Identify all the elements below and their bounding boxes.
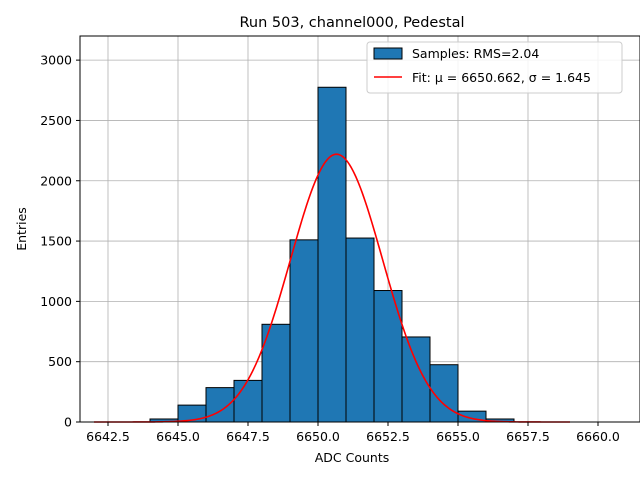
x-tick-label: 6647.5 bbox=[226, 429, 270, 444]
histogram-bar bbox=[233, 379, 263, 423]
plot-area-frame bbox=[79, 35, 640, 423]
histogram-bar bbox=[205, 387, 235, 423]
legend-fit-label: Fit: μ = 6650.662, σ = 1.645 bbox=[412, 70, 591, 85]
histogram-bar bbox=[429, 364, 459, 423]
legend: Samples: RMS=2.04 Fit: μ = 6650.662, σ =… bbox=[366, 41, 623, 94]
histogram-bar bbox=[317, 86, 347, 423]
x-tick-label: 6660.0 bbox=[576, 429, 620, 444]
x-axis-label: ADC Counts bbox=[315, 450, 390, 465]
y-tick-label: 1000 bbox=[40, 294, 72, 309]
y-tick-label: 0 bbox=[64, 415, 72, 430]
y-tick-label: 3000 bbox=[40, 53, 72, 68]
histogram-bar bbox=[289, 239, 319, 423]
histogram-bars bbox=[149, 86, 515, 423]
legend-samples-swatch bbox=[373, 47, 403, 60]
y-tick-label: 2500 bbox=[40, 113, 72, 128]
y-tick-label: 2000 bbox=[40, 173, 72, 188]
y-tick-label: 500 bbox=[48, 354, 72, 369]
x-axis-ticks: 6642.5 6645.0 6647.5 6650.0 6652.5 6655.0 6657… bbox=[86, 422, 620, 444]
x-tick-label: 6645.0 bbox=[156, 429, 200, 444]
y-axis-label: Entries bbox=[14, 207, 29, 251]
legend-box bbox=[366, 41, 623, 94]
x-tick-label: 6642.5 bbox=[86, 429, 130, 444]
y-tick-label: 1500 bbox=[40, 234, 72, 249]
x-tick-label: 6652.5 bbox=[366, 429, 410, 444]
legend-samples-label: Samples: RMS=2.04 bbox=[412, 46, 539, 61]
x-tick-label: 6655.0 bbox=[436, 429, 480, 444]
x-tick-label: 6657.5 bbox=[506, 429, 550, 444]
y-axis-ticks: 0 500 1000 1500 2000 2500 3000 bbox=[40, 53, 80, 430]
x-tick-label: 6650.0 bbox=[296, 429, 340, 444]
histogram-bar bbox=[345, 237, 375, 423]
chart-title: Run 503, channel000, Pedestal bbox=[239, 15, 464, 31]
